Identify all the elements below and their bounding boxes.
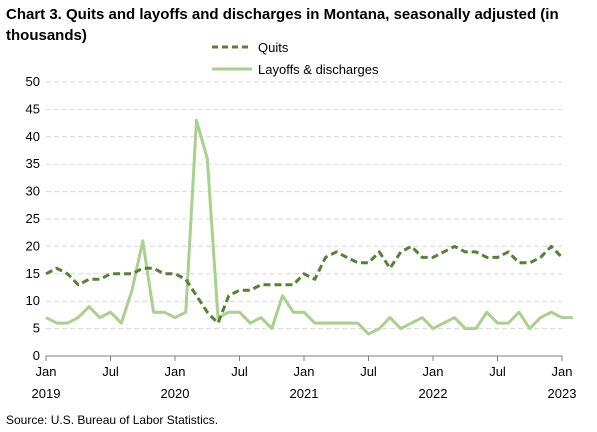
y-tick-label: 45	[26, 101, 40, 116]
series-line-quits	[45, 244, 564, 325]
x-tick-label: Jan	[165, 364, 186, 379]
series-line-layoffs	[45, 118, 573, 336]
y-tick-label: 35	[26, 156, 40, 171]
y-tick-label: 10	[26, 293, 40, 308]
y-tick-label: 40	[26, 129, 40, 144]
y-tick-label: 20	[26, 238, 40, 253]
y-tick-label: 15	[26, 266, 40, 281]
x-tick-label: Jul	[231, 364, 248, 379]
y-tick-label: 25	[26, 211, 40, 226]
legend-swatch-layoffs	[212, 67, 252, 71]
legend-swatch-quits	[212, 45, 252, 49]
legend: Quits Layoffs & discharges	[212, 36, 378, 80]
x-tick-label: Jul	[489, 364, 506, 379]
x-tick-label: Jan	[294, 364, 315, 379]
x-tick-year-label: 2021	[290, 386, 319, 401]
legend-label-quits: Quits	[258, 39, 289, 55]
legend-item-layoffs: Layoffs & discharges	[212, 58, 378, 80]
y-tick-label: 0	[33, 348, 40, 363]
y-tick-label: 5	[33, 321, 40, 336]
x-tick-year-label: 2022	[419, 386, 448, 401]
x-tick-year-label: 2020	[161, 386, 190, 401]
x-tick-year-label: 2023	[548, 386, 577, 401]
x-tick-label: Jul	[102, 364, 119, 379]
x-tick-label: Jan	[36, 364, 57, 379]
chart-title: Chart 3. Quits and layoffs and discharge…	[6, 6, 559, 44]
legend-item-quits: Quits	[212, 36, 378, 58]
y-tick-label: 30	[26, 184, 40, 199]
legend-label-layoffs: Layoffs & discharges	[258, 61, 379, 77]
x-tick-label: Jan	[552, 364, 573, 379]
x-tick-year-label: 2019	[32, 386, 61, 401]
x-tick-label: Jul	[360, 364, 377, 379]
y-tick-label: 50	[26, 74, 40, 89]
x-tick-label: Jan	[423, 364, 444, 379]
source-note: Source: U.S. Bureau of Labor Statistics.	[6, 413, 219, 427]
